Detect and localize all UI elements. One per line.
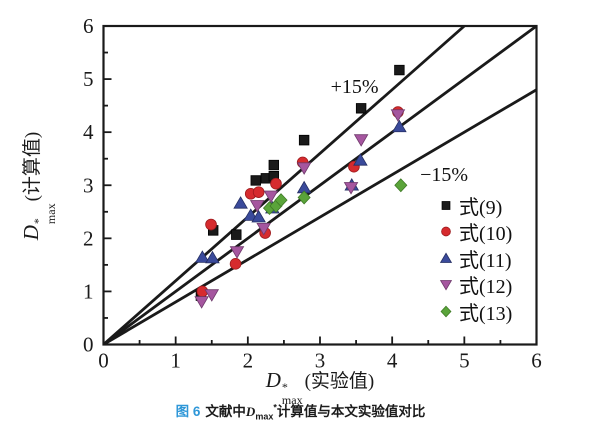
series-式(12) (194, 109, 406, 309)
data-point (231, 229, 242, 240)
y-tick-label: 6 (83, 14, 94, 38)
data-point (195, 250, 210, 263)
y-axis-supsub: * max (30, 203, 58, 225)
data-point (353, 153, 368, 166)
x-tick-label: 6 (531, 349, 542, 373)
minus-15-percent-line (103, 88, 537, 345)
x-axis-symbol: D (265, 368, 281, 392)
data-point (251, 209, 266, 223)
caption-number: 图 6 (175, 404, 201, 419)
legend-label: 式(11) (459, 249, 512, 272)
data-point (394, 178, 408, 193)
square-icon (441, 200, 451, 210)
y-axis-symbol: D (18, 225, 43, 241)
series-式(9) (195, 64, 405, 301)
data-point (256, 222, 272, 236)
x-tick-label: 4 (387, 349, 398, 373)
data-point (353, 134, 369, 147)
legend-item-4: 式(12) (438, 272, 513, 299)
data-point (229, 246, 245, 259)
data-point (440, 305, 452, 318)
x-tick-label: 1 (170, 349, 181, 373)
caption-d-sup: * (273, 402, 277, 413)
data-point (229, 258, 242, 270)
data-point (390, 109, 406, 122)
diamond-icon (440, 305, 452, 318)
data-point (441, 200, 451, 210)
legend-item-5: 式(13) (438, 298, 512, 325)
y-tick-label: 1 (83, 279, 94, 303)
data-point (439, 280, 453, 291)
data-point (205, 250, 220, 264)
circle-icon (441, 226, 451, 237)
triangle-down-icon (439, 280, 453, 291)
legend-item-2: 式(10) (438, 219, 513, 246)
data-point (298, 134, 310, 146)
x-tick-label: 3 (315, 349, 326, 373)
legend-label: 式(9) (459, 196, 503, 219)
caption-d-sub: max (255, 411, 274, 422)
data-point (204, 289, 220, 302)
figure-caption: 图 6 文献中Dmax*计算值与本文实验值对比 (0, 400, 601, 422)
legend-item-1: 式(9) (438, 192, 512, 219)
legend-item-3: 式(11) (438, 245, 512, 272)
data-point (297, 190, 311, 205)
data-point (263, 190, 279, 204)
data-point (392, 119, 407, 133)
annotation-+15%: +15% (331, 76, 379, 98)
data-point (250, 175, 261, 186)
data-point (194, 296, 209, 309)
y-tick-label: 5 (83, 67, 94, 91)
data-point (243, 208, 259, 221)
data-point (268, 159, 280, 171)
annotation-−15%: −15% (420, 164, 468, 186)
data-point (249, 200, 265, 213)
y-tick-label: 2 (83, 226, 94, 250)
data-point (274, 193, 288, 208)
legend-label: 式(10) (459, 223, 513, 246)
data-point (205, 218, 217, 231)
caption-text-after: 计算值与本文实验值对比 (276, 404, 426, 419)
data-point (233, 196, 248, 209)
y-tick-label: 3 (83, 173, 94, 197)
plus-15-percent-line (103, 26, 466, 345)
x-tick-label: 5 (459, 349, 470, 373)
series-式(13) (262, 178, 408, 216)
legend-label: 式(12) (459, 276, 513, 299)
data-point (296, 162, 312, 175)
x-tick-label: 2 (243, 349, 254, 373)
equality-line (103, 26, 537, 345)
y-axis-text: (计算值) (21, 131, 43, 202)
y-axis-label: D * max (计算值) (17, 131, 58, 241)
data-point (270, 177, 282, 190)
x-tick-label: 0 (98, 349, 109, 373)
y-tick-label: 4 (83, 120, 94, 144)
data-point (439, 252, 453, 263)
legend: 式(9) 式(10) 式(11) 式(12) 式(13) (438, 192, 512, 325)
data-point (355, 103, 367, 114)
legend-label: 式(13) (459, 302, 513, 325)
triangle-up-icon (439, 252, 453, 263)
data-point (441, 226, 451, 237)
data-point (394, 64, 405, 76)
x-axis-label: D * max (实验值) (103, 366, 537, 406)
x-axis-text: (实验值) (304, 371, 375, 392)
x-axis-supsub: * max (281, 380, 303, 407)
data-point (252, 186, 265, 198)
caption-d-symbol: D (245, 404, 256, 419)
data-point (343, 182, 359, 195)
caption-text-before: 文献中 (205, 404, 246, 419)
y-tick-label: 0 (83, 333, 94, 357)
